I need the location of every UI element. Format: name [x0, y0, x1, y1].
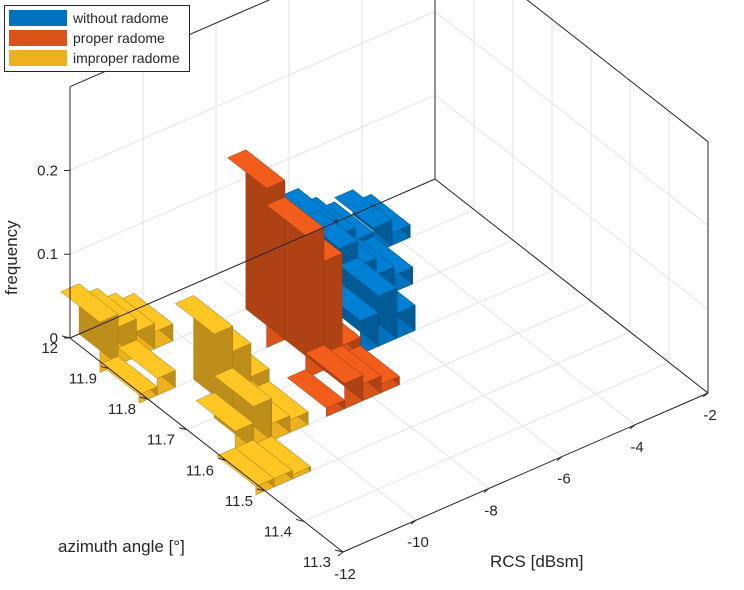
bar-improper-radome	[99, 355, 158, 404]
bar-without-radome	[354, 236, 414, 293]
axis-box-edge	[434, 178, 709, 394]
bar-improper-radome	[117, 339, 176, 396]
x-tick	[410, 519, 417, 525]
x-tick-label: -4	[630, 439, 643, 456]
z-tick-label: 0.2	[37, 162, 58, 179]
y-tick-label: 11.6	[186, 462, 214, 479]
legend: without radome proper radome improper ra…	[4, 5, 190, 72]
y-tick	[139, 396, 149, 400]
axis-box-edge	[526, 0, 709, 143]
bar-improper-radome	[252, 435, 312, 480]
y-tick-label: 12	[41, 340, 58, 357]
x-tick-label: -6	[557, 471, 570, 488]
x-tick	[483, 488, 490, 493]
bar-proper-radome	[305, 344, 364, 409]
y-tick-label: 11.7	[147, 432, 175, 449]
sidewall-gridline-z	[434, 94, 709, 310]
y-tick-label: 11.9	[69, 371, 97, 388]
floor-gridline-y	[264, 331, 631, 492]
y-tick-label: 11.5	[225, 493, 253, 510]
legend-item-proper-radome: proper radome	[9, 28, 185, 48]
y-tick-label: 11.8	[108, 401, 136, 418]
bar-proper-radome	[341, 345, 400, 394]
bar-improper-radome	[234, 439, 293, 488]
x-tick-label: -8	[484, 502, 497, 519]
y-tick	[217, 457, 227, 461]
x-tick-label: -2	[703, 407, 716, 424]
x-tick	[556, 456, 563, 461]
legend-label-improper-radome: improper radome	[73, 50, 180, 66]
x-axis-label: RCS [dBsm]	[490, 552, 584, 571]
bar-without-radome	[339, 256, 398, 347]
bar-improper-radome	[115, 292, 174, 350]
legend-label-proper-radome: proper radome	[73, 30, 165, 46]
z-axis-label: frequency	[2, 220, 21, 295]
y-tick	[334, 549, 344, 553]
axis-box-edge	[69, 337, 344, 553]
y-tick-label: 11.3	[303, 554, 331, 571]
x-tick-label: -12	[334, 566, 356, 583]
legend-item-improper-radome: improper radome	[9, 48, 185, 68]
y-axis-label: azimuth angle [°]	[58, 537, 185, 556]
y-tick	[256, 488, 266, 492]
floor-gridline-y	[303, 361, 670, 522]
legend-swatch-proper-radome	[9, 30, 67, 46]
floor-gridline-x	[361, 210, 636, 426]
y-tick-label: 11.4	[264, 523, 292, 540]
x-tick	[337, 551, 344, 557]
legend-label-without-radome: without radome	[73, 10, 169, 26]
legend-item-without-radome: without radome	[9, 8, 185, 28]
backwall-gridline-z	[69, 10, 436, 171]
ticks-layer: -12 -10 -8 -6 -4 -2 11.3 11.4 11.5 11.6 11.7 11.8 11…	[37, 162, 717, 583]
bar-improper-radome	[216, 447, 275, 496]
axis-box-edge	[342, 392, 709, 553]
bar-without-radome	[334, 189, 393, 254]
x-tick	[629, 424, 636, 430]
y-tick	[178, 427, 188, 431]
bar-improper-radome	[250, 380, 309, 433]
z-tick-label: 0	[50, 330, 58, 347]
z-tick-label: 0.1	[37, 246, 58, 263]
y-tick	[295, 518, 305, 522]
legend-swatch-without-radome	[9, 10, 67, 26]
sidewall-gridline-z	[434, 11, 709, 226]
bars-layer	[60, 149, 416, 496]
x-tick	[702, 392, 709, 398]
y-tick	[100, 366, 110, 370]
legend-swatch-improper-radome	[9, 50, 67, 66]
bar-improper-radome	[213, 367, 273, 449]
axis-box-edge	[69, 178, 436, 339]
x-tick-label: -10	[407, 534, 429, 551]
bar-proper-radome	[286, 369, 346, 417]
